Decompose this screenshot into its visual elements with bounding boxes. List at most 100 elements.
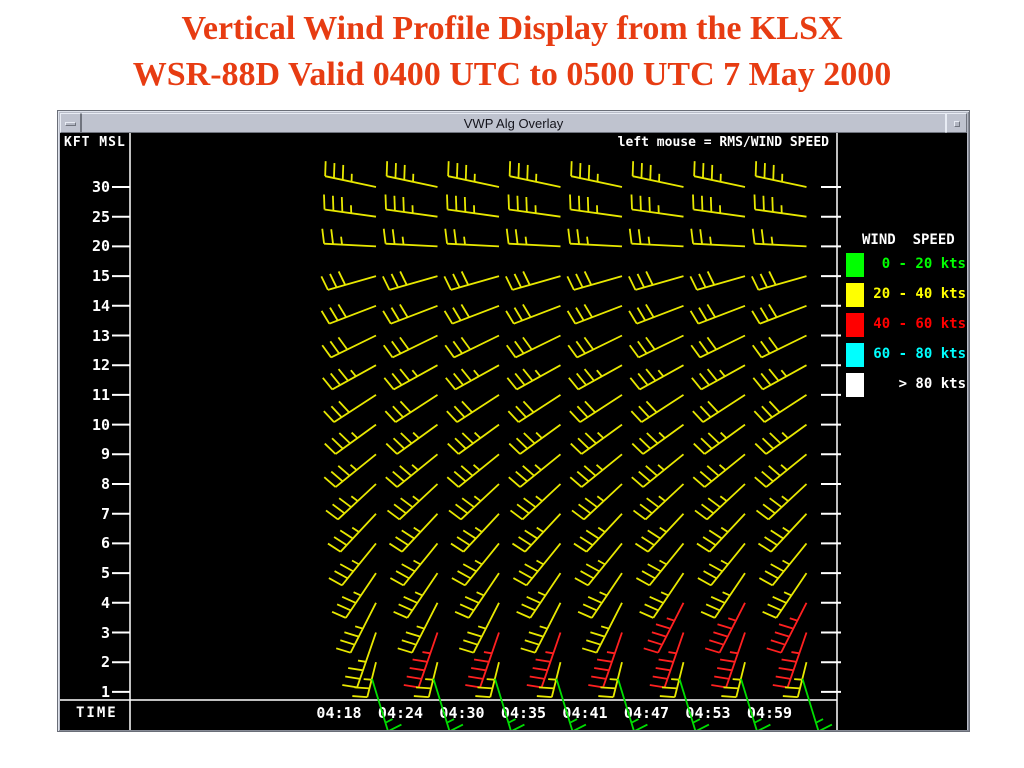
wind-barb: [574, 542, 623, 587]
wind-barb: [512, 542, 562, 587]
wind-barb: [690, 334, 746, 359]
wind-barb: [444, 228, 500, 248]
wind-barb: [571, 483, 623, 521]
legend-title: WIND SPEED: [862, 232, 955, 248]
wind-barb: [322, 364, 377, 391]
wind-barb: [752, 334, 807, 359]
legend-label: 40 - 60 kts: [873, 316, 966, 332]
wind-barb: [328, 542, 377, 587]
wind-barb: [446, 194, 500, 218]
wind-barb: [570, 161, 623, 188]
wind-barb: [694, 483, 746, 521]
legend-swatch: [846, 253, 864, 277]
wind-barb: [696, 513, 746, 553]
wind-barb: [751, 228, 807, 248]
wind-barb: [327, 513, 377, 553]
wind-barb: [526, 632, 562, 689]
wind-barb: [383, 334, 438, 359]
window-menu-icon: [954, 121, 960, 127]
wind-barb: [692, 394, 746, 423]
wind-barb: [385, 453, 439, 488]
wind-barb: [475, 661, 500, 699]
wind-barb: [567, 334, 623, 359]
height-label: 6: [100, 534, 110, 553]
wind-barb: [577, 572, 623, 619]
wind-barb: [569, 194, 623, 218]
wind-barb: [772, 632, 808, 689]
wind-barb: [634, 513, 685, 553]
wind-barb: [570, 423, 623, 455]
wind-barb: [757, 513, 808, 553]
wind-barb: [629, 334, 684, 359]
wind-barb: [325, 483, 377, 521]
height-label: 20: [91, 237, 110, 256]
wind-barb: [569, 453, 623, 488]
wind-barb: [335, 602, 377, 654]
mouse-hint: left mouse = RMS/WIND SPEED: [617, 135, 829, 150]
wind-barb: [659, 661, 685, 699]
wind-barb: [507, 394, 561, 423]
height-label: 15: [91, 267, 110, 286]
wind-barb: [323, 453, 377, 488]
slide-title-line1: Vertical Wind Profile Display from the K…: [181, 10, 843, 47]
time-label: 04:47: [623, 704, 670, 722]
wind-barb: [753, 194, 807, 218]
height-label: 30: [91, 178, 110, 196]
wind-barb: [536, 661, 562, 699]
wind-barb: [692, 194, 746, 218]
wind-barb: [397, 602, 439, 654]
wind-barb: [384, 194, 438, 218]
wind-barb: [509, 483, 562, 521]
x-axis-title: TIME: [76, 705, 118, 721]
window-menu-button[interactable]: [946, 113, 967, 133]
wind-barb: [598, 661, 623, 699]
wind-barb: [629, 364, 684, 391]
wind-barb: [385, 161, 438, 188]
legend-swatch: [846, 313, 864, 337]
wind-barb: [447, 423, 500, 455]
legend-swatch: [846, 373, 864, 397]
wind-barb: [721, 661, 746, 699]
wind-barb: [384, 394, 438, 423]
wind-barb: [754, 423, 808, 455]
wind-barb-canvas: [60, 133, 841, 730]
wind-barb: [754, 161, 807, 188]
wind-barb: [753, 394, 807, 423]
wind-barb: [581, 602, 623, 654]
wind-barb: [566, 271, 623, 291]
wind-barb: [754, 453, 808, 488]
wind-barb: [505, 271, 561, 291]
wind-barb: [569, 394, 623, 423]
legend-swatch: [846, 343, 864, 367]
wind-barb: [324, 161, 377, 188]
minimize-button[interactable]: [60, 113, 81, 133]
wind-barb: [458, 602, 500, 654]
wind-barb: [520, 602, 562, 654]
wind-barb: [403, 632, 439, 689]
height-label: 13: [91, 326, 110, 345]
wind-barb: [508, 161, 561, 188]
wind-barb: [639, 572, 685, 619]
wind-barb: [649, 632, 685, 689]
height-label: 4: [100, 593, 110, 612]
vwp-plot-area[interactable]: KFT MSL left mouse = RMS/WIND SPEED TIME…: [60, 133, 967, 730]
wind-barb: [506, 334, 561, 359]
wind-barb: [352, 661, 377, 699]
wind-barb: [382, 271, 438, 291]
wind-barb: [630, 194, 684, 218]
wind-barb: [388, 513, 439, 553]
wind-barb: [446, 453, 500, 488]
wind-barb: [465, 632, 500, 689]
vwp-window: VWP Alg Overlay KFT MSL left mouse = RMS…: [57, 110, 970, 732]
wind-barb: [766, 602, 808, 654]
window-titlebar[interactable]: VWP Alg Overlay: [60, 113, 967, 133]
wind-barb: [321, 334, 377, 359]
legend-label: > 80 kts: [898, 376, 966, 392]
height-label: 12: [91, 356, 110, 375]
wind-barb: [321, 228, 377, 248]
wind-barb: [386, 483, 439, 521]
height-label: 2: [100, 653, 110, 672]
time-label: 04:24: [377, 704, 424, 722]
wind-barb: [630, 394, 684, 423]
